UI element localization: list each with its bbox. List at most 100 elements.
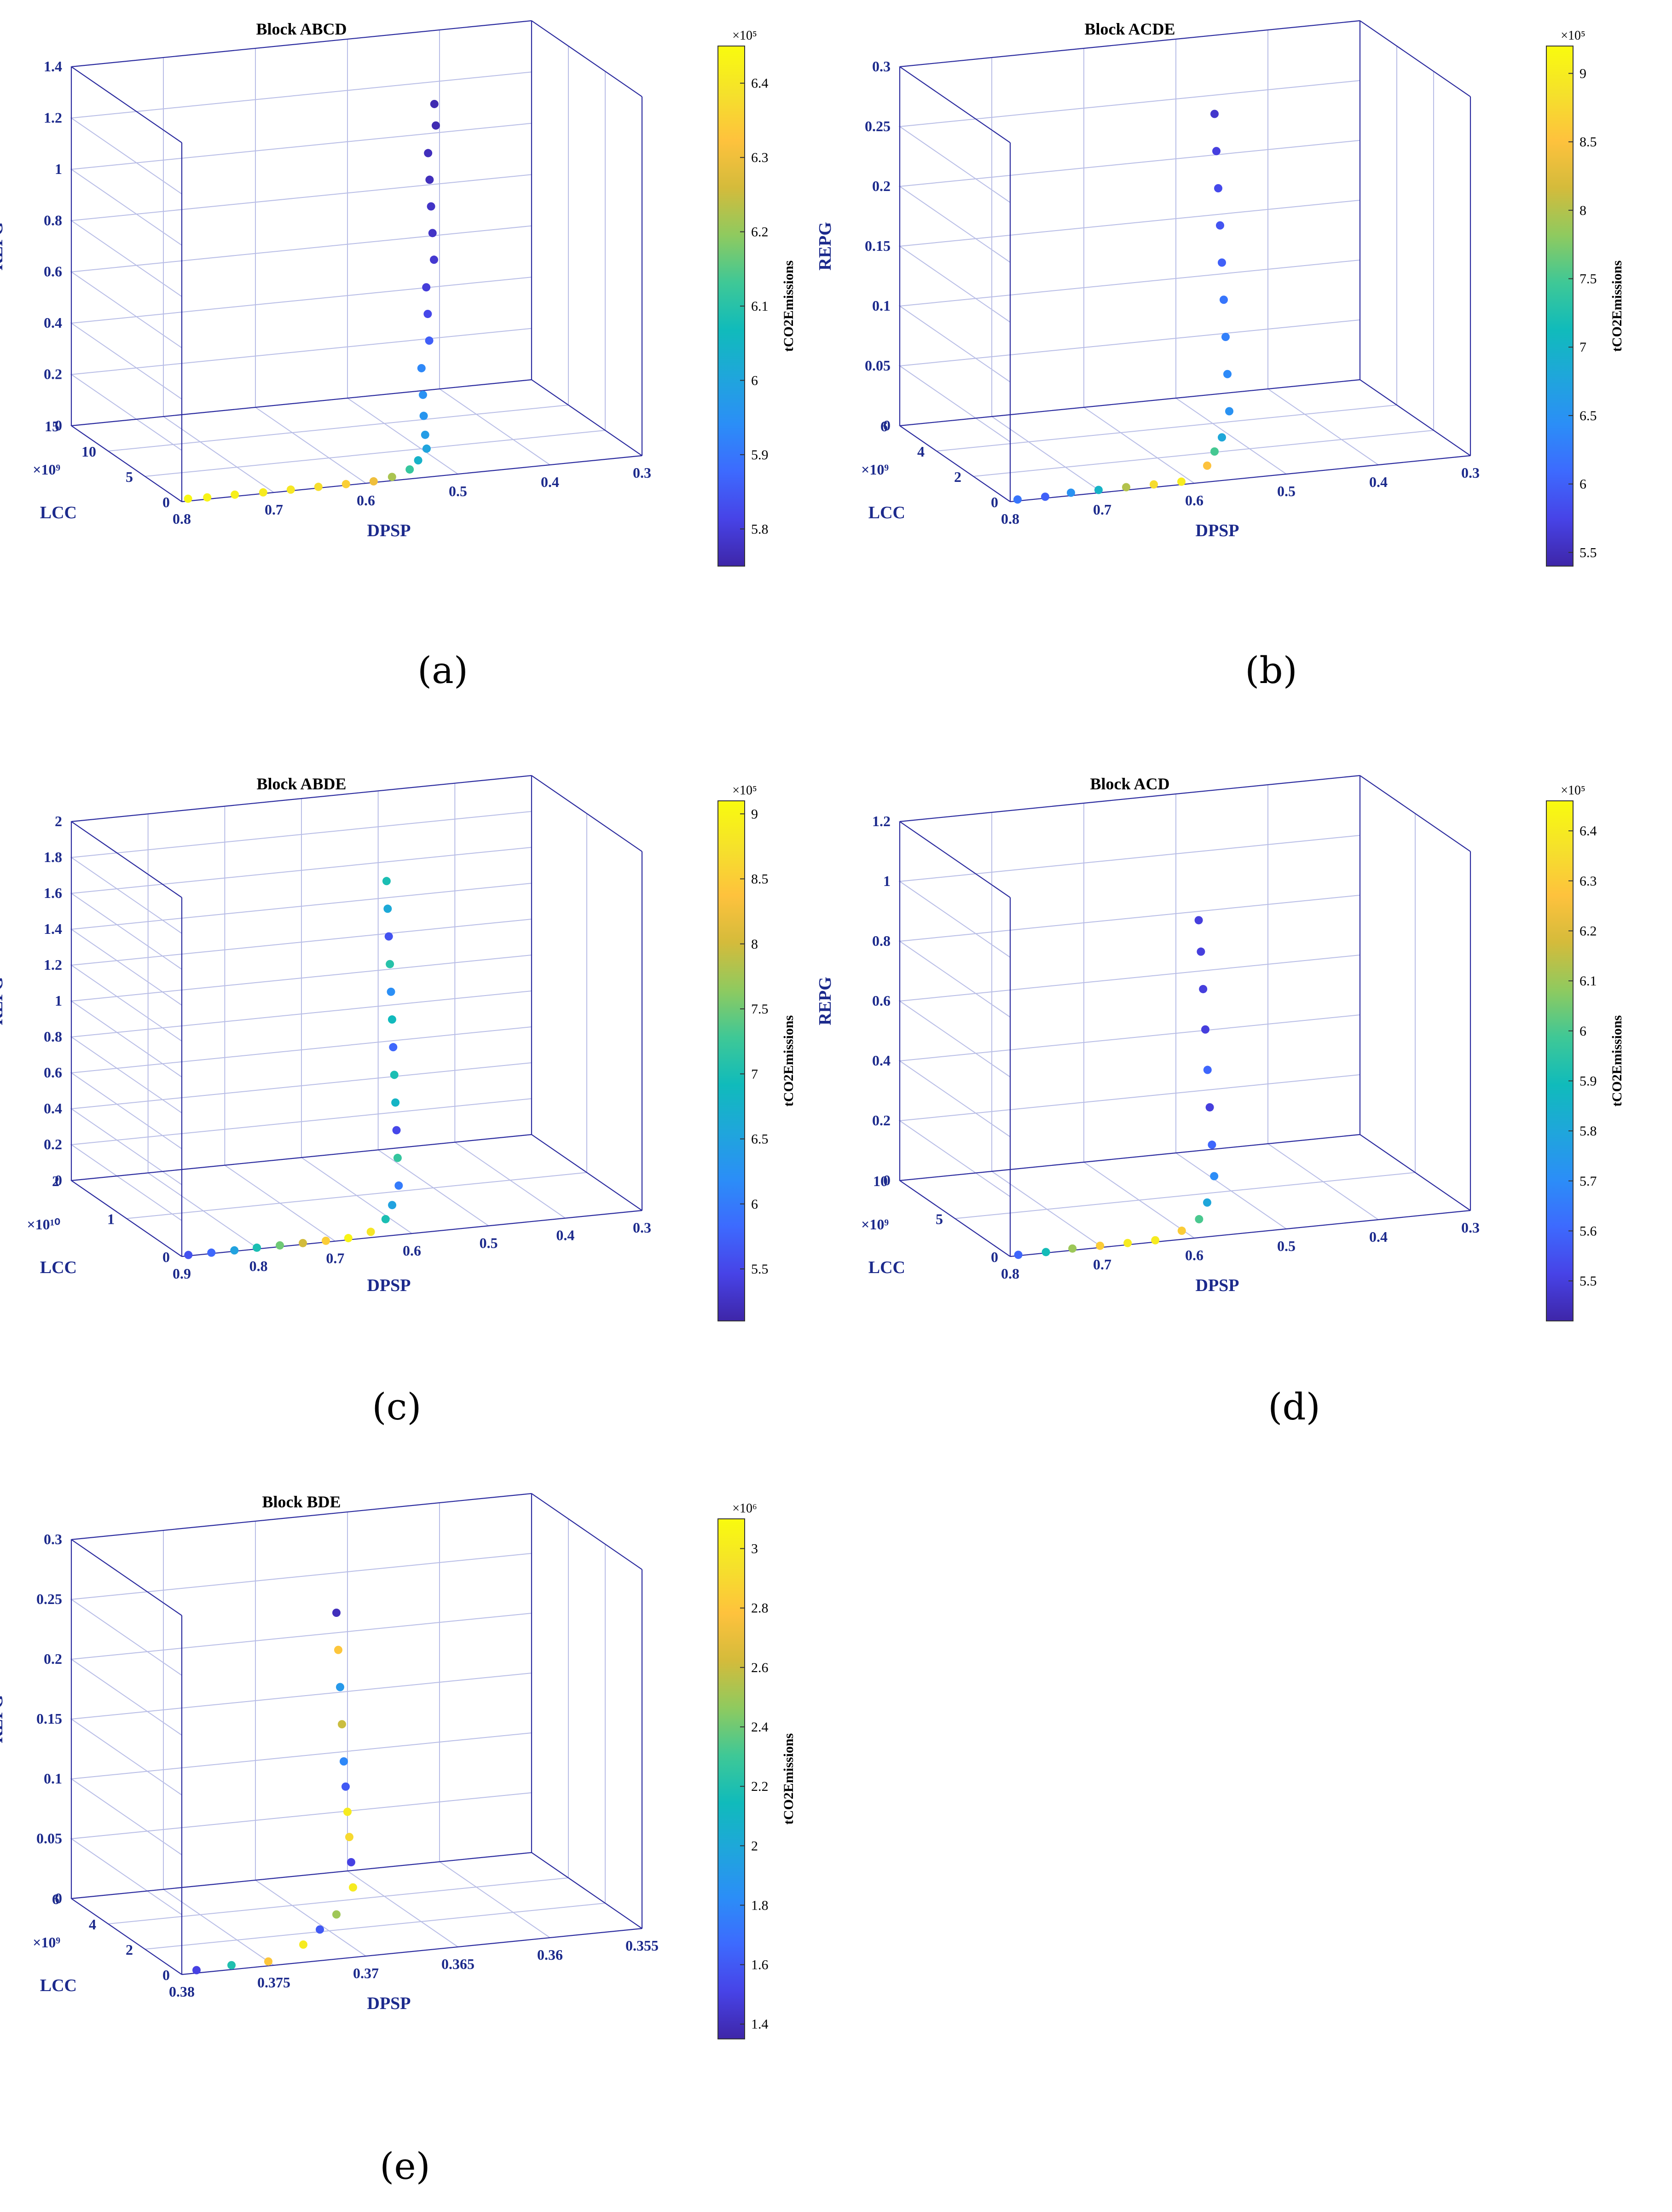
panel-caption: (d) xyxy=(1268,1385,1320,1428)
y-tick-label: 10 xyxy=(873,1173,888,1189)
colorbar-tick-label: 5.8 xyxy=(1579,1123,1597,1139)
chart-title: Block ACD xyxy=(1090,775,1169,793)
data-point xyxy=(383,904,392,913)
colorbar-tick-label: 6.2 xyxy=(1579,924,1597,939)
data-point xyxy=(1203,461,1211,470)
data-point xyxy=(1201,1025,1209,1034)
axis-box-edge xyxy=(1360,20,1471,97)
colorbar-exponent: ×10⁵ xyxy=(1561,783,1585,798)
grid-line xyxy=(898,775,1360,898)
z-axis-label: REPG xyxy=(816,222,835,271)
grid-line xyxy=(255,48,366,484)
data-point xyxy=(1123,1239,1132,1247)
data-point xyxy=(1199,984,1208,993)
grid-line xyxy=(70,71,532,195)
data-point xyxy=(405,465,414,474)
z-tick-label: 0.3 xyxy=(44,1531,62,1547)
axis-box-edge xyxy=(531,379,642,456)
grid-line xyxy=(1175,794,1287,1229)
data-point xyxy=(386,960,394,968)
x-tick-label: 0.6 xyxy=(1185,1247,1203,1263)
colorbar-tick-label: 2.8 xyxy=(751,1601,769,1616)
data-point xyxy=(1221,333,1230,341)
data-point xyxy=(1041,492,1049,501)
grid-line xyxy=(108,1519,569,1924)
y-axis-label: LCC xyxy=(868,503,905,522)
data-point xyxy=(394,1181,403,1190)
y-axis-label: LCC xyxy=(40,503,77,522)
data-point xyxy=(419,390,427,399)
colorbar-tick-label: 6.5 xyxy=(751,1132,769,1147)
y-tick-label: 2 xyxy=(126,1941,133,1958)
z-tick-label: 1 xyxy=(883,873,891,889)
data-point xyxy=(1218,433,1226,442)
data-point xyxy=(1210,110,1219,118)
colorbar-tick-label: 5.5 xyxy=(1579,1274,1597,1289)
data-point xyxy=(184,1251,193,1259)
z-tick-label: 1.4 xyxy=(44,921,62,937)
data-point xyxy=(341,1782,350,1791)
grid-line xyxy=(163,1530,274,1966)
chart-title: Block ABCD xyxy=(256,20,347,38)
data-point xyxy=(336,1683,344,1691)
x-tick-label: 0.4 xyxy=(541,474,559,490)
z-axis-label: REPG xyxy=(0,977,6,1025)
data-point xyxy=(1203,1065,1212,1074)
y-tick-label: 0 xyxy=(991,1249,998,1265)
axis-box-edge xyxy=(899,20,1360,68)
data-point xyxy=(393,1153,402,1162)
x-axis-label: DPSP xyxy=(367,1276,411,1295)
colorbar-tick-label: 2.6 xyxy=(751,1660,769,1675)
data-point xyxy=(299,1239,307,1247)
grid-line xyxy=(108,46,569,452)
colorbar-exponent: ×10⁶ xyxy=(732,1501,757,1516)
colorbar-exponent: ×10⁵ xyxy=(732,783,757,798)
y-tick-label: 6 xyxy=(52,1891,59,1907)
chart-panel-a: 0.80.70.60.50.40.305101500.20.40.60.811.… xyxy=(0,20,796,567)
data-point xyxy=(347,1858,355,1866)
data-point xyxy=(259,488,267,497)
data-point xyxy=(366,1228,375,1236)
colorbar-tick-label: 5.9 xyxy=(751,447,769,463)
data-point xyxy=(430,99,439,108)
x-tick-label: 0.6 xyxy=(403,1242,421,1259)
grid-line xyxy=(898,895,1360,1018)
y-tick-label: 2 xyxy=(52,1173,59,1189)
grid-line xyxy=(347,39,458,475)
data-point xyxy=(388,1015,396,1024)
colorbar-tick-label: 3 xyxy=(751,1541,758,1557)
data-point xyxy=(1208,1141,1216,1149)
panel-caption: (b) xyxy=(1245,649,1297,692)
y-tick-label: 6 xyxy=(880,418,888,434)
colorbar-tick-label: 5.5 xyxy=(751,1262,769,1277)
z-tick-label: 0.3 xyxy=(872,58,891,75)
z-tick-label: 0.15 xyxy=(865,237,891,254)
z-tick-label: 1 xyxy=(55,992,62,1009)
grid-line xyxy=(1010,851,1471,1257)
z-tick-label: 1.2 xyxy=(44,956,62,973)
data-point xyxy=(231,490,239,499)
grid-line xyxy=(224,806,336,1242)
x-tick-label: 0.9 xyxy=(173,1265,191,1282)
axis-box-edge xyxy=(71,1493,532,1540)
colorbar-tick-label: 6 xyxy=(751,1197,758,1212)
x-tick-label: 0.6 xyxy=(1185,492,1203,509)
z-tick-label: 1.6 xyxy=(44,885,62,901)
data-point xyxy=(1223,370,1232,378)
grid-line xyxy=(147,814,259,1250)
axis-box-edge xyxy=(71,66,182,143)
colorbar xyxy=(1546,800,1574,1321)
data-point xyxy=(1041,1248,1050,1257)
grid-line xyxy=(181,97,642,502)
data-point xyxy=(1225,407,1233,416)
chart-panel-b: 0.80.70.60.50.40.3024600.050.10.150.20.2… xyxy=(816,20,1625,567)
grid-line xyxy=(347,1512,458,1947)
axis-box-edge xyxy=(899,775,1360,822)
colorbar-label: tCO2Emissions xyxy=(781,261,796,352)
z-tick-label: 0.2 xyxy=(872,1112,891,1129)
data-point xyxy=(1177,477,1186,486)
colorbar-tick-label: 1.6 xyxy=(751,1957,769,1973)
data-point xyxy=(1197,947,1205,956)
data-point xyxy=(424,149,433,157)
colorbar-tick-label: 2 xyxy=(751,1838,758,1853)
